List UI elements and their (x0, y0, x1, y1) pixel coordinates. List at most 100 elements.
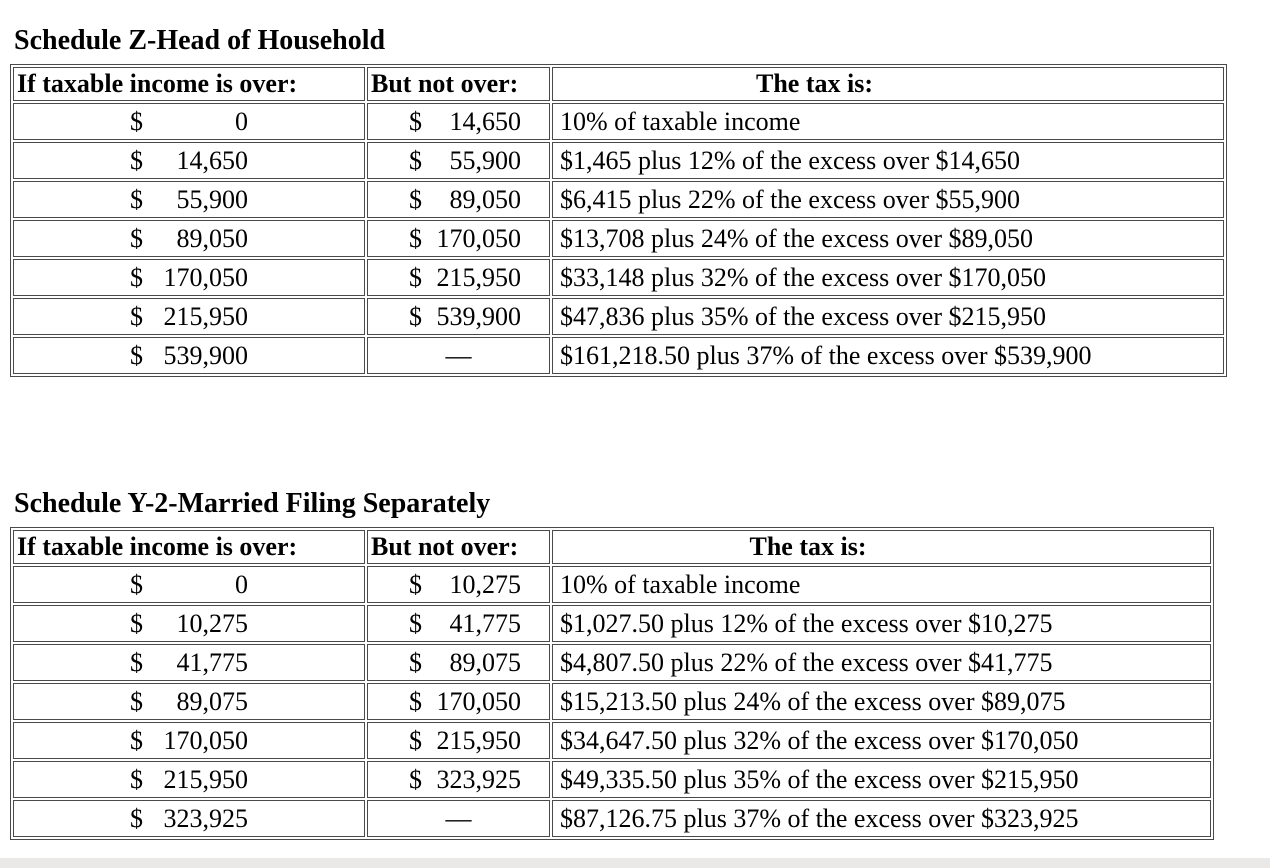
money-value: $323,925 (409, 765, 521, 794)
tax-formula-cell: 10% of taxable income (552, 566, 1211, 603)
over-cell: $215,950 (13, 298, 365, 335)
money-value: $215,950 (130, 765, 248, 794)
over-cell: $10,275 (13, 605, 365, 642)
currency-symbol: $ (409, 146, 422, 175)
money-value: $14,650 (130, 146, 248, 175)
not-over-cell: $323,925 (367, 761, 550, 798)
over-cell: $41,775 (13, 644, 365, 681)
amount: 41,775 (176, 648, 249, 677)
money-value: $55,900 (130, 185, 248, 214)
table-row: $170,050 $215,950 $33,148 plus 32% of the … (13, 259, 1224, 296)
schedule-y2-section: Schedule Y-2-Married Filing Separately I… (10, 487, 1270, 840)
currency-symbol: $ (130, 341, 143, 370)
amount: 215,950 (436, 726, 522, 755)
money-value: $323,925 (130, 804, 248, 833)
table-row: $0 $10,275 10% of taxable income (13, 566, 1211, 603)
schedule-body-0: $0 $14,650 10% of taxable income $14,650 $55… (13, 103, 1224, 374)
money-value: $170,050 (409, 687, 521, 716)
currency-symbol: $ (409, 765, 422, 794)
tax-formula-cell: $47,836 plus 35% of the excess over $215… (552, 298, 1224, 335)
amount: 215,950 (436, 263, 522, 292)
amount: 10,275 (176, 609, 249, 638)
currency-symbol: $ (130, 302, 143, 331)
col-header-not-over: But not over: (367, 67, 550, 101)
schedule-z-table: If taxable income is over: But not over:… (10, 64, 1227, 377)
amount: 170,050 (436, 687, 522, 716)
table-row: $0 $14,650 10% of taxable income (13, 103, 1224, 140)
not-over-cell: $170,050 (367, 220, 550, 257)
tax-formula-cell: $13,708 plus 24% of the excess over $89,… (552, 220, 1224, 257)
tax-formula-cell: $4,807.50 plus 22% of the excess over $4… (552, 644, 1211, 681)
over-cell: $89,050 (13, 220, 365, 257)
not-over-cell: $215,950 (367, 722, 550, 759)
amount: 0 (235, 107, 248, 136)
currency-symbol: $ (130, 146, 143, 175)
currency-symbol: $ (409, 570, 422, 599)
not-over-cell: — (367, 337, 550, 374)
table-row: $10,275 $41,775 $1,027.50 plus 12% of the … (13, 605, 1211, 642)
amount: 539,900 (163, 341, 249, 370)
money-value: $170,050 (130, 263, 248, 292)
tax-formula-cell: $15,213.50 plus 24% of the excess over $… (552, 683, 1211, 720)
tax-formula-cell: $6,415 plus 22% of the excess over $55,9… (552, 181, 1224, 218)
tax-formula-cell: $33,148 plus 32% of the excess over $170… (552, 259, 1224, 296)
money-value: $215,950 (409, 726, 521, 755)
amount: 89,050 (176, 224, 249, 253)
currency-symbol: $ (409, 648, 422, 677)
money-value: $55,900 (409, 146, 521, 175)
money-value: $89,050 (409, 185, 521, 214)
tax-formula-cell: $1,465 plus 12% of the excess over $14,6… (552, 142, 1224, 179)
over-cell: $323,925 (13, 800, 365, 837)
over-cell: $0 (13, 103, 365, 140)
amount: 55,900 (449, 146, 522, 175)
not-over-cell: $89,050 (367, 181, 550, 218)
tax-formula-cell: $1,027.50 plus 12% of the excess over $1… (552, 605, 1211, 642)
money-value: $170,050 (409, 224, 521, 253)
schedule-z-title: Schedule Z-Head of Household (14, 25, 386, 56)
amount: 215,950 (163, 302, 249, 331)
header-row: If taxable income is over: But not over:… (13, 67, 1224, 101)
col-header-tax: The tax is: (552, 67, 1224, 101)
money-value: $41,775 (409, 609, 521, 638)
money-value: $10,275 (130, 609, 248, 638)
amount: 14,650 (449, 107, 522, 136)
table-row: $41,775 $89,075 $4,807.50 plus 22% of the … (13, 644, 1211, 681)
schedule-y2-table: If taxable income is over: But not over:… (10, 527, 1214, 840)
amount: 55,900 (176, 185, 249, 214)
amount: 89,075 (449, 648, 522, 677)
not-over-cell: $55,900 (367, 142, 550, 179)
currency-symbol: $ (130, 570, 143, 599)
amount: 10,275 (449, 570, 522, 599)
not-over-cell: $10,275 (367, 566, 550, 603)
table-row: $539,900 — $161,218.50 plus 37% of the exc… (13, 337, 1224, 374)
tax-formula-cell: 10% of taxable income (552, 103, 1224, 140)
tax-formula-cell: $87,126.75 plus 37% of the excess over $… (552, 800, 1211, 837)
bottom-window-strip (0, 858, 1270, 868)
table-row: $14,650 $55,900 $1,465 plus 12% of the exc… (13, 142, 1224, 179)
money-value: $89,050 (130, 224, 248, 253)
over-cell: $55,900 (13, 181, 365, 218)
money-value: $0 (130, 570, 248, 599)
currency-symbol: $ (409, 185, 422, 214)
table-row: $55,900 $89,050 $6,415 plus 22% of the exc… (13, 181, 1224, 218)
amount: 323,925 (436, 765, 522, 794)
over-cell: $0 (13, 566, 365, 603)
over-cell: $170,050 (13, 722, 365, 759)
amount: 539,900 (436, 302, 522, 331)
over-cell: $215,950 (13, 761, 365, 798)
money-value: $14,650 (409, 107, 521, 136)
currency-symbol: $ (409, 302, 422, 331)
currency-symbol: $ (130, 687, 143, 716)
not-over-cell: — (367, 800, 550, 837)
document-page: Schedule Z-Head of Household If taxable … (10, 25, 1270, 840)
col-header-not-over: But not over: (367, 530, 550, 564)
currency-symbol: $ (409, 263, 422, 292)
over-cell: $539,900 (13, 337, 365, 374)
money-value: $10,275 (409, 570, 521, 599)
table-row: $89,050 $170,050 $13,708 plus 24% of the e… (13, 220, 1224, 257)
schedule-y2-title: Schedule Y-2-Married Filing Separately (14, 488, 491, 519)
amount: 323,925 (163, 804, 249, 833)
header-row: If taxable income is over: But not over:… (13, 530, 1211, 564)
currency-symbol: $ (130, 107, 143, 136)
amount: 89,050 (449, 185, 522, 214)
